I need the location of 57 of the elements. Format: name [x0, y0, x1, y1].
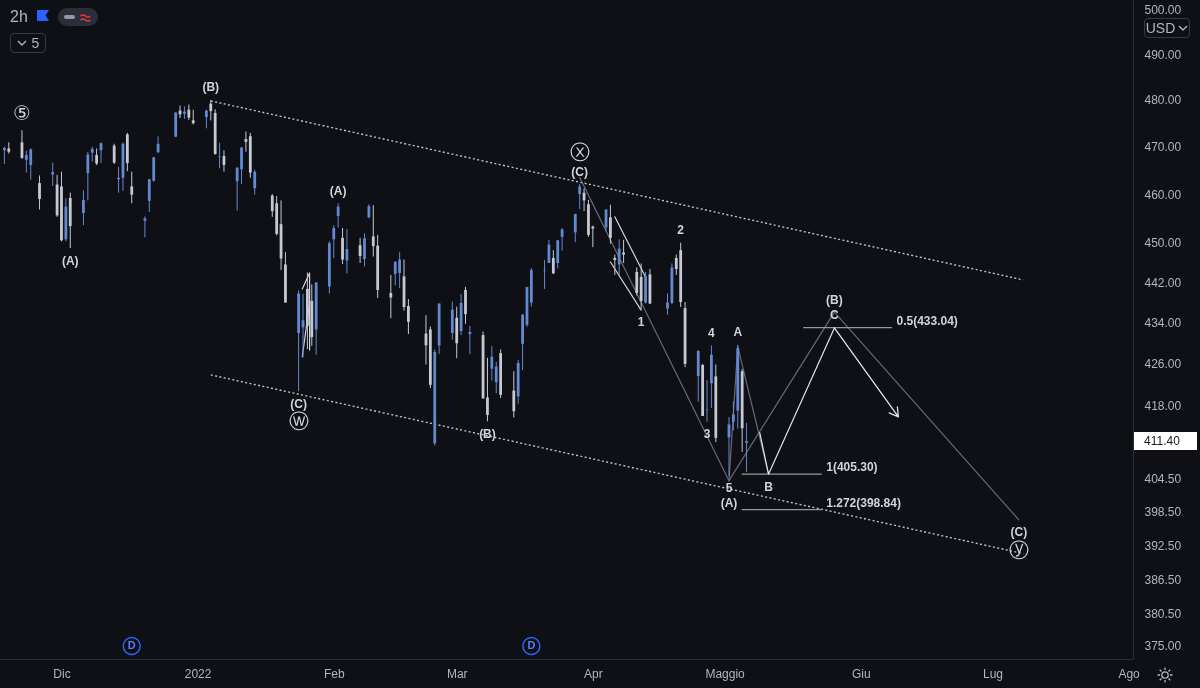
x-tick-label: Ago [1118, 666, 1141, 681]
y-tick-label: 426.00 [1144, 357, 1182, 372]
annotation: (A) [329, 183, 347, 198]
annotation: 4 [708, 325, 716, 340]
annotation: ⓦ [288, 410, 309, 433]
chart-title: 2h [10, 7, 28, 27]
y-tick-label: 442.00 [1144, 275, 1182, 290]
annotation: C [830, 308, 840, 323]
annotation: ⑤ [12, 102, 31, 125]
y-tick-label: 470.00 [1144, 140, 1182, 155]
annotation: D [127, 639, 136, 651]
annotation: (C) [290, 396, 307, 411]
annotation: 1 [637, 314, 645, 329]
annotation: (A) [720, 496, 738, 511]
y-tick-label: 418.00 [1144, 399, 1182, 414]
toggle-button: 5 [10, 33, 46, 53]
y-tick-label: 460.00 [1144, 187, 1182, 202]
annotation: (A) [61, 253, 79, 268]
annotation: ⓨ [1008, 538, 1029, 561]
dropdown-button: USD [1144, 18, 1190, 38]
annotation: D [527, 639, 536, 651]
x-tick-label: Dic [53, 666, 71, 681]
y-tick-label: 490.00 [1144, 47, 1182, 62]
x-tick-label: Lug [982, 666, 1003, 681]
y-tick-label: 480.00 [1144, 93, 1182, 108]
annotation: (C) [571, 164, 589, 179]
y-tick-label: 386.50 [1144, 572, 1182, 587]
y-tick-label: 380.50 [1144, 607, 1182, 622]
y-tick-label: 398.50 [1144, 505, 1182, 520]
annotation: ⓧ [569, 141, 590, 164]
x-tick-label: 2022 [184, 666, 212, 681]
annotation: 1.272(398.84) [826, 495, 901, 510]
annotation: 1(405.30) [826, 460, 878, 475]
y-tick-label: 434.00 [1144, 316, 1182, 331]
x-tick-label: Giu [851, 666, 871, 681]
annotation: (B) [479, 426, 496, 441]
y-tick-label: 500.00 [1144, 3, 1182, 18]
annotation: (B) [202, 80, 220, 95]
x-tick-label: Maggio [705, 666, 746, 681]
y-tick-label: 450.00 [1144, 236, 1182, 251]
y-tick-label: 375.00 [1144, 639, 1182, 654]
x-tick-label: Apr [584, 666, 603, 681]
annotation: (C) [1010, 525, 1028, 540]
annotation: 3 [703, 427, 711, 442]
annotation: 2 [677, 223, 685, 238]
annotation: 5 [725, 481, 733, 496]
x-tick-label: Feb [323, 666, 345, 681]
annotation: A [733, 325, 743, 340]
annotation: B [764, 479, 774, 494]
x-tick-label: Mar [446, 666, 468, 681]
text: 411.40 [1144, 434, 1181, 449]
annotation: 0.5(433.04) [896, 313, 958, 328]
annotation: (B) [826, 292, 843, 307]
y-tick-label: 404.50 [1144, 472, 1182, 486]
annotation: 5 [31, 35, 40, 51]
y-tick-label: 392.50 [1144, 538, 1182, 553]
y-axis-title: USD [1145, 20, 1176, 36]
